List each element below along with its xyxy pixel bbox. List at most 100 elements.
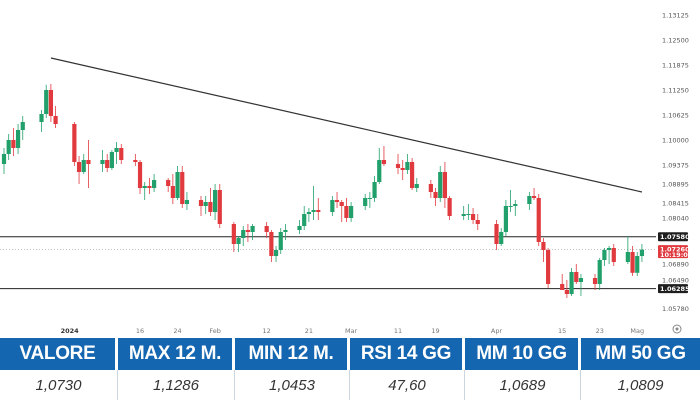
candle <box>470 208 476 224</box>
trendline <box>50 57 643 193</box>
candle <box>208 188 213 216</box>
x-tick-label: 21 <box>305 327 313 335</box>
x-tick-label: Feb <box>209 327 221 335</box>
candle <box>231 222 236 252</box>
value-rsi-14gg: 47,60 <box>350 370 465 400</box>
candle <box>367 192 372 208</box>
candle <box>639 244 645 262</box>
y-tick-label: 1.09375 <box>662 161 689 169</box>
candle-body <box>217 190 222 224</box>
candle-body <box>273 250 279 256</box>
candle <box>53 106 58 128</box>
candle <box>344 198 349 222</box>
candle <box>6 134 11 160</box>
y-tick-label: 1.10625 <box>662 111 689 119</box>
x-tick-label: 24 <box>173 327 181 335</box>
candle <box>372 176 377 202</box>
candle <box>170 174 175 204</box>
y-tick-label: 1.06490 <box>662 277 689 285</box>
candle-body <box>100 160 105 164</box>
candle <box>166 178 171 192</box>
candle <box>245 224 251 242</box>
candle-body <box>184 200 190 204</box>
candle <box>513 200 518 216</box>
settings-gear-icon[interactable] <box>672 324 682 334</box>
candle <box>475 214 480 230</box>
candle-body <box>625 252 630 262</box>
candle-body <box>105 160 110 168</box>
candle <box>86 140 91 188</box>
candle <box>269 230 274 262</box>
candle <box>72 122 77 166</box>
candle-body <box>442 172 448 198</box>
header-rsi-14gg: RSI 14 GG <box>350 338 465 370</box>
candle-body <box>6 140 11 154</box>
candle-body <box>15 130 21 148</box>
candle <box>1 148 7 174</box>
candle <box>278 228 283 254</box>
candle-body <box>311 210 316 212</box>
candle <box>20 116 25 140</box>
candle <box>546 248 551 288</box>
candle <box>560 274 565 290</box>
candle-body <box>494 224 499 244</box>
candle <box>461 206 466 220</box>
y-tick-label: 1.12500 <box>662 36 689 44</box>
candle-body <box>76 162 82 172</box>
candle-body <box>461 214 466 216</box>
candle <box>306 208 311 222</box>
candle <box>574 264 579 284</box>
candle-body <box>231 224 236 244</box>
candle-body <box>334 200 340 202</box>
candle <box>236 236 241 252</box>
candle-body <box>639 249 645 256</box>
candle <box>339 200 344 222</box>
candle-body <box>236 238 241 244</box>
candle <box>180 166 185 208</box>
header-min-12m: MIN 12 M. <box>235 338 350 370</box>
y-tick-label: 1.05780 <box>662 305 689 313</box>
x-tick-label: 16 <box>136 327 144 335</box>
header-mm-10gg: MM 10 GG <box>465 338 581 370</box>
y-tick-label: 1.08895 <box>662 181 689 189</box>
candle-body <box>541 242 546 250</box>
candle <box>212 184 218 220</box>
candle <box>273 246 279 262</box>
candle <box>100 150 105 172</box>
candle <box>466 204 471 220</box>
candle-body <box>170 186 175 198</box>
x-tick-label: 2024 <box>61 327 80 335</box>
candle-body <box>611 248 616 262</box>
candle-body <box>20 122 25 130</box>
resistance-price-tag: 1.07580 <box>658 232 690 242</box>
candle-body <box>606 248 612 250</box>
candle-body <box>330 200 335 212</box>
candle <box>349 202 354 222</box>
candle <box>442 162 448 208</box>
candle-body <box>395 164 401 168</box>
y-tick-label: 1.11875 <box>662 61 689 69</box>
candle-body <box>119 148 124 160</box>
candle-body <box>569 272 574 294</box>
x-axis: 2024 16 24 Feb 12 21 Mar 11 19 Apr 15 23 Mag <box>61 327 644 335</box>
candle <box>39 110 44 132</box>
candle <box>119 144 124 164</box>
candle-body <box>137 162 143 188</box>
candle <box>625 236 630 264</box>
stats-header-row: VALORE MAX 12 M. MIN 12 M. RSI 14 GG MM … <box>0 338 700 370</box>
candle-body <box>433 192 438 198</box>
price-chart: 1.13125 1.12500 1.11875 1.11250 1.10625 1.100… <box>0 11 690 335</box>
candle <box>203 196 208 214</box>
candle-body <box>86 160 91 164</box>
candle <box>405 154 410 174</box>
header-max-12m: MAX 12 M. <box>118 338 235 370</box>
value-min-12m: 1,0453 <box>235 370 350 400</box>
x-tick-label: 23 <box>596 327 604 335</box>
candle-body <box>264 226 269 232</box>
candle-body <box>208 202 213 212</box>
stats-value-row: 1,0730 1,1286 1,0453 47,60 1,0689 1,0809 <box>0 370 700 400</box>
x-tick-label: Apr <box>491 327 503 335</box>
candle-body <box>339 202 344 206</box>
candle-body <box>212 190 218 212</box>
candle-body <box>133 160 138 162</box>
